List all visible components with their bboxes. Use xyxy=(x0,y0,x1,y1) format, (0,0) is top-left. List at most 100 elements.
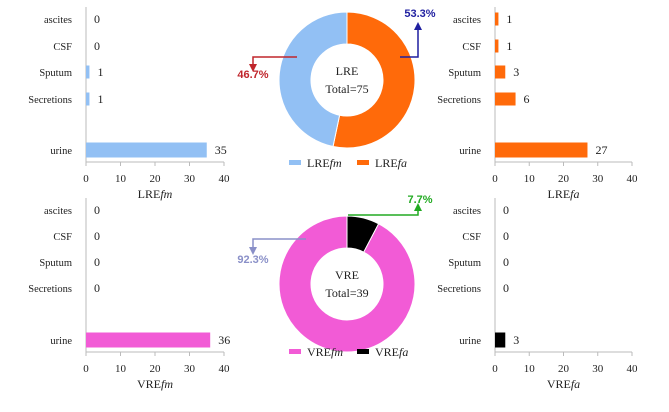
vre-fm-x-tick-label: 30 xyxy=(184,363,196,375)
lre-donut-slice-fm xyxy=(278,11,348,148)
vre-fa-x-tick-label: 0 xyxy=(492,363,498,375)
vre-fm-x-tick-label: 10 xyxy=(115,363,127,375)
lre-donut-callout-line xyxy=(400,27,419,58)
vre-fa-x-tick-label: 40 xyxy=(627,363,639,375)
vre-donut-legend-swatch xyxy=(289,349,301,354)
lre-fa-x-tick-label: 0 xyxy=(492,173,498,185)
vre-fm-category-label: ascites xyxy=(44,206,72,217)
vre-donut-arrow-icon xyxy=(414,203,422,211)
vre-fa-value-label: 3 xyxy=(513,333,519,347)
vre-fm-x-tick-label: 20 xyxy=(150,363,162,375)
lre-fm-x-tick-label: 0 xyxy=(83,173,89,185)
vre-donut-callout-line xyxy=(252,238,306,250)
lre-donut-legend-swatch xyxy=(289,160,301,165)
lre-fa-category-label: urine xyxy=(459,146,481,157)
vre-donut-legend-label: VREfm xyxy=(307,345,343,359)
lre-fa-bar xyxy=(495,92,516,106)
lre-fm-value-label: 0 xyxy=(94,12,100,26)
lre-fm-x-tick-label: 20 xyxy=(150,173,162,185)
lre-donut-center-title: LRE xyxy=(336,64,359,78)
lre-fm-category-label: urine xyxy=(50,146,72,157)
vre-fa-x-tick-label: 20 xyxy=(558,363,570,375)
vre-donut-arrow-icon xyxy=(249,247,257,255)
lre-fm-category-label: CSF xyxy=(53,42,72,53)
lre-fa-bar xyxy=(495,65,506,79)
vre-fm-category-label: urine xyxy=(50,336,72,347)
lre-fm-x-axis-title: LREfm xyxy=(138,187,173,201)
vre-fm-value-label: 0 xyxy=(94,229,100,243)
vre-fa-category-label: Sputum xyxy=(448,258,481,269)
vre-fa-value-label: 0 xyxy=(503,281,509,295)
vre-fm-value-label: 0 xyxy=(94,203,100,217)
lre-fa-category-label: ascites xyxy=(453,15,481,26)
lre-fa-value-label: 27 xyxy=(595,143,607,157)
vre-donut-legend-label: VREfa xyxy=(375,345,408,359)
lre-fa-x-tick-label: 30 xyxy=(592,173,604,185)
vre-fm-value-label: 36 xyxy=(218,333,230,347)
vre-donut-center-total: Total=39 xyxy=(325,286,368,300)
vre-fa-x-tick-label: 10 xyxy=(524,363,536,375)
lre-donut-arrow-icon xyxy=(249,64,257,72)
lre-fm-value-label: 35 xyxy=(215,143,227,157)
vre-fa-value-label: 0 xyxy=(503,255,509,269)
lre-fm-value-label: 1 xyxy=(97,92,103,106)
vre-fm-x-tick-label: 40 xyxy=(219,363,231,375)
lre-donut-percent-label: 53.3% xyxy=(404,8,435,20)
lre-donut-callout-line xyxy=(252,56,297,67)
vre-fm-x-tick-label: 0 xyxy=(83,363,89,375)
lre-donut-legend-label: LREfa xyxy=(375,156,407,170)
lre-fm-value-label: 0 xyxy=(94,39,100,53)
lre-donut-legend-swatch xyxy=(357,160,369,165)
vre-donut-percent-label: 7.7% xyxy=(407,194,432,206)
lre-fm-category-label: Sputum xyxy=(39,68,72,79)
vre-fa-value-label: 0 xyxy=(503,203,509,217)
vre-fa-category-label: CSF xyxy=(462,232,481,243)
lre-donut-percent-label: 46.7% xyxy=(237,69,268,81)
lre-fm-bar xyxy=(86,142,207,158)
vre-fa-value-label: 0 xyxy=(503,229,509,243)
lre-donut-legend-label: LREfm xyxy=(307,156,342,170)
lre-fm-x-tick-label: 40 xyxy=(219,173,231,185)
vre-fm-category-label: CSF xyxy=(53,232,72,243)
vre-fa-category-label: ascites xyxy=(453,206,481,217)
lre-fa-x-tick-label: 20 xyxy=(558,173,570,185)
lre-fa-x-tick-label: 10 xyxy=(524,173,536,185)
lre-donut-center-total: Total=75 xyxy=(325,82,368,96)
lre-fa-bar xyxy=(495,12,499,26)
vre-donut-slice-fm xyxy=(278,215,416,353)
vre-fm-value-label: 0 xyxy=(94,281,100,295)
lre-fm-x-tick-label: 10 xyxy=(115,173,127,185)
lre-fm-category-label: Secretions xyxy=(28,95,72,106)
lre-fm-x-tick-label: 30 xyxy=(184,173,196,185)
vre-fa-bar xyxy=(495,332,506,348)
lre-donut-slice-fa xyxy=(332,11,416,149)
lre-fm-category-label: ascites xyxy=(44,15,72,26)
lre-fa-category-label: Secretions xyxy=(437,95,481,106)
vre-fa-x-tick-label: 30 xyxy=(592,363,604,375)
lre-fm-bar xyxy=(86,65,90,79)
vre-fa-x-axis-title: VREfa xyxy=(547,377,580,391)
vre-donut-callout-line xyxy=(348,208,419,216)
lre-fm-value-label: 1 xyxy=(97,65,103,79)
vre-donut-percent-label: 92.3% xyxy=(237,254,268,266)
vre-donut-center-title: VRE xyxy=(335,268,359,282)
vre-fa-category-label: urine xyxy=(459,336,481,347)
lre-fa-category-label: Sputum xyxy=(448,68,481,79)
vre-donut-legend-swatch xyxy=(357,349,369,354)
lre-fa-value-label: 1 xyxy=(506,39,512,53)
lre-fa-bar xyxy=(495,142,588,158)
vre-fm-category-label: Sputum xyxy=(39,258,72,269)
vre-fm-x-axis-title: VREfm xyxy=(137,377,173,391)
lre-fa-x-tick-label: 40 xyxy=(627,173,639,185)
vre-fm-value-label: 0 xyxy=(94,255,100,269)
vre-fa-category-label: Secretions xyxy=(437,284,481,295)
lre-fa-category-label: CSF xyxy=(462,42,481,53)
lre-fm-bar xyxy=(86,92,90,106)
lre-donut-arrow-icon xyxy=(414,22,422,30)
lre-fa-value-label: 3 xyxy=(513,65,519,79)
lre-fa-bar xyxy=(495,39,499,53)
lre-fa-x-axis-title: LREfa xyxy=(547,187,579,201)
lre-fa-value-label: 1 xyxy=(506,12,512,26)
